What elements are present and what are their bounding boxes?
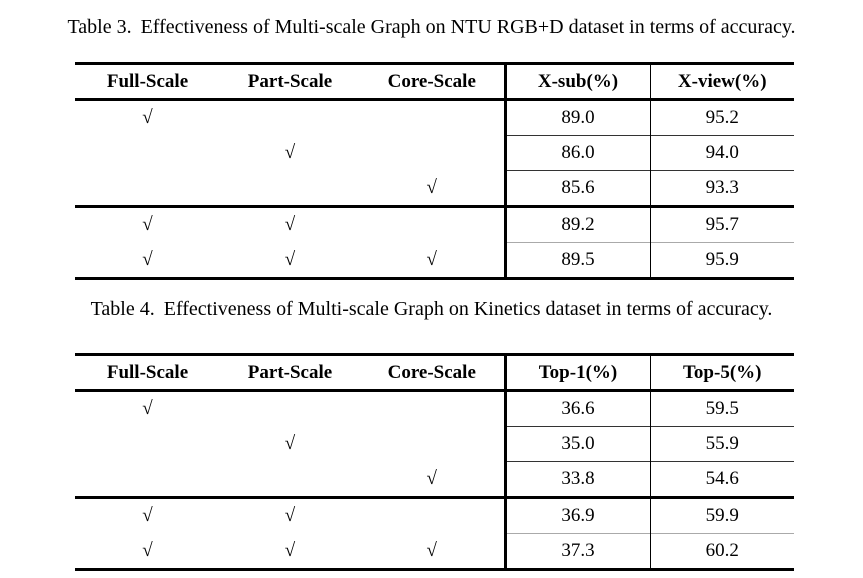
table3-caption-text: Effectiveness of Multi-scale Graph on NT… bbox=[140, 16, 796, 38]
column-header-full-scale: Full-Scale bbox=[75, 353, 220, 392]
check-cell: √ bbox=[75, 205, 220, 243]
check-cell: √ bbox=[360, 533, 505, 571]
column-header-core-scale: Core-Scale bbox=[360, 62, 505, 101]
table3-caption-label: Table 3. bbox=[67, 16, 132, 38]
value-cell: 95.2 bbox=[649, 99, 794, 136]
check-cell: √ bbox=[220, 496, 360, 534]
check-cell: √ bbox=[75, 242, 220, 280]
check-cell: √ bbox=[220, 533, 360, 571]
check-cell bbox=[360, 100, 505, 136]
value-cell: 36.6 bbox=[503, 390, 650, 427]
value-cell: 95.9 bbox=[649, 242, 794, 280]
table-row: √ √ 89.2 95.7 bbox=[75, 205, 794, 243]
table3-header-row: Full-Scale Part-Scale Core-Scale X-sub(%… bbox=[75, 62, 794, 101]
check-cell bbox=[220, 100, 360, 136]
check-cell: √ bbox=[284, 433, 296, 454]
check-cell: √ bbox=[75, 533, 220, 571]
column-header-top1: Top-1(%) bbox=[503, 353, 650, 392]
value-cell: 94.0 bbox=[649, 135, 794, 171]
table-row: √ 35.0 55.9 bbox=[75, 426, 794, 462]
value-cell: 36.9 bbox=[503, 496, 650, 534]
value-cell: 93.3 bbox=[649, 170, 794, 207]
table-row: √ √ √ 37.3 60.2 bbox=[75, 533, 794, 571]
column-header-part-scale: Part-Scale bbox=[220, 353, 360, 392]
check-cell bbox=[75, 171, 220, 207]
table-row: √ 85.6 93.3 bbox=[75, 170, 794, 207]
value-cell: 86.0 bbox=[503, 135, 650, 171]
column-header-xview: X-view(%) bbox=[649, 62, 794, 101]
check-cell: √ bbox=[360, 242, 505, 280]
column-header-core-scale: Core-Scale bbox=[360, 353, 505, 392]
value-cell: 89.0 bbox=[503, 99, 650, 136]
column-header-xsub: X-sub(%) bbox=[503, 62, 650, 101]
table-row: √ 36.6 59.5 bbox=[75, 390, 794, 427]
value-cell: 33.8 bbox=[503, 461, 650, 498]
check-cell bbox=[360, 496, 505, 534]
value-cell: 37.3 bbox=[503, 533, 650, 571]
check-cell: √ bbox=[220, 205, 360, 243]
table3-ntu-rgbd: Full-Scale Part-Scale Core-Scale X-sub(%… bbox=[75, 62, 794, 280]
value-cell: 85.6 bbox=[503, 170, 650, 207]
check-cell: √ bbox=[75, 496, 220, 534]
value-cell: 89.5 bbox=[503, 242, 650, 280]
check-cell bbox=[220, 462, 360, 498]
check-cell bbox=[220, 171, 360, 207]
column-header-top5: Top-5(%) bbox=[649, 353, 794, 392]
check-cell bbox=[220, 391, 360, 427]
value-cell: 89.2 bbox=[503, 205, 650, 243]
value-cell: 35.0 bbox=[503, 426, 650, 462]
table4-caption-text: Effectiveness of Multi-scale Graph on Ki… bbox=[163, 298, 773, 320]
check-cell bbox=[360, 391, 505, 427]
value-cell: 95.7 bbox=[649, 205, 794, 243]
table-row: √ 86.0 94.0 bbox=[75, 135, 794, 171]
column-header-part-scale: Part-Scale bbox=[220, 62, 360, 101]
value-cell: 59.5 bbox=[649, 390, 794, 427]
check-cell: √ bbox=[142, 107, 153, 129]
table-row: √ 89.0 95.2 bbox=[75, 99, 794, 136]
value-cell: 59.9 bbox=[649, 496, 794, 534]
table-row: √ 33.8 54.6 bbox=[75, 461, 794, 498]
check-cell bbox=[75, 136, 220, 171]
check-cell bbox=[360, 205, 505, 243]
table4-kinetics: Full-Scale Part-Scale Core-Scale Top-1(%… bbox=[75, 353, 794, 571]
value-cell: 54.6 bbox=[649, 461, 794, 498]
check-cell bbox=[360, 427, 505, 462]
column-header-full-scale: Full-Scale bbox=[75, 62, 220, 101]
table4-header-row: Full-Scale Part-Scale Core-Scale Top-1(%… bbox=[75, 353, 794, 392]
value-cell: 60.2 bbox=[649, 533, 794, 571]
table-row: √ √ 36.9 59.9 bbox=[75, 496, 794, 534]
check-cell bbox=[360, 136, 505, 171]
check-cell bbox=[75, 427, 220, 462]
check-cell: √ bbox=[426, 467, 437, 489]
table4-caption-label: Table 4. bbox=[90, 298, 155, 320]
check-cell: √ bbox=[142, 398, 153, 420]
check-cell: √ bbox=[220, 242, 360, 280]
table-row: √ √ √ 89.5 95.9 bbox=[75, 242, 794, 280]
check-cell bbox=[75, 462, 220, 498]
value-cell: 55.9 bbox=[649, 426, 794, 462]
table3-caption: Table 3. Effectiveness of Multi-scale Gra… bbox=[0, 15, 863, 39]
table4-caption: Table 4. Effectiveness of Multi-scale Gra… bbox=[0, 297, 863, 321]
check-cell: √ bbox=[426, 176, 437, 198]
check-cell: √ bbox=[284, 142, 296, 163]
